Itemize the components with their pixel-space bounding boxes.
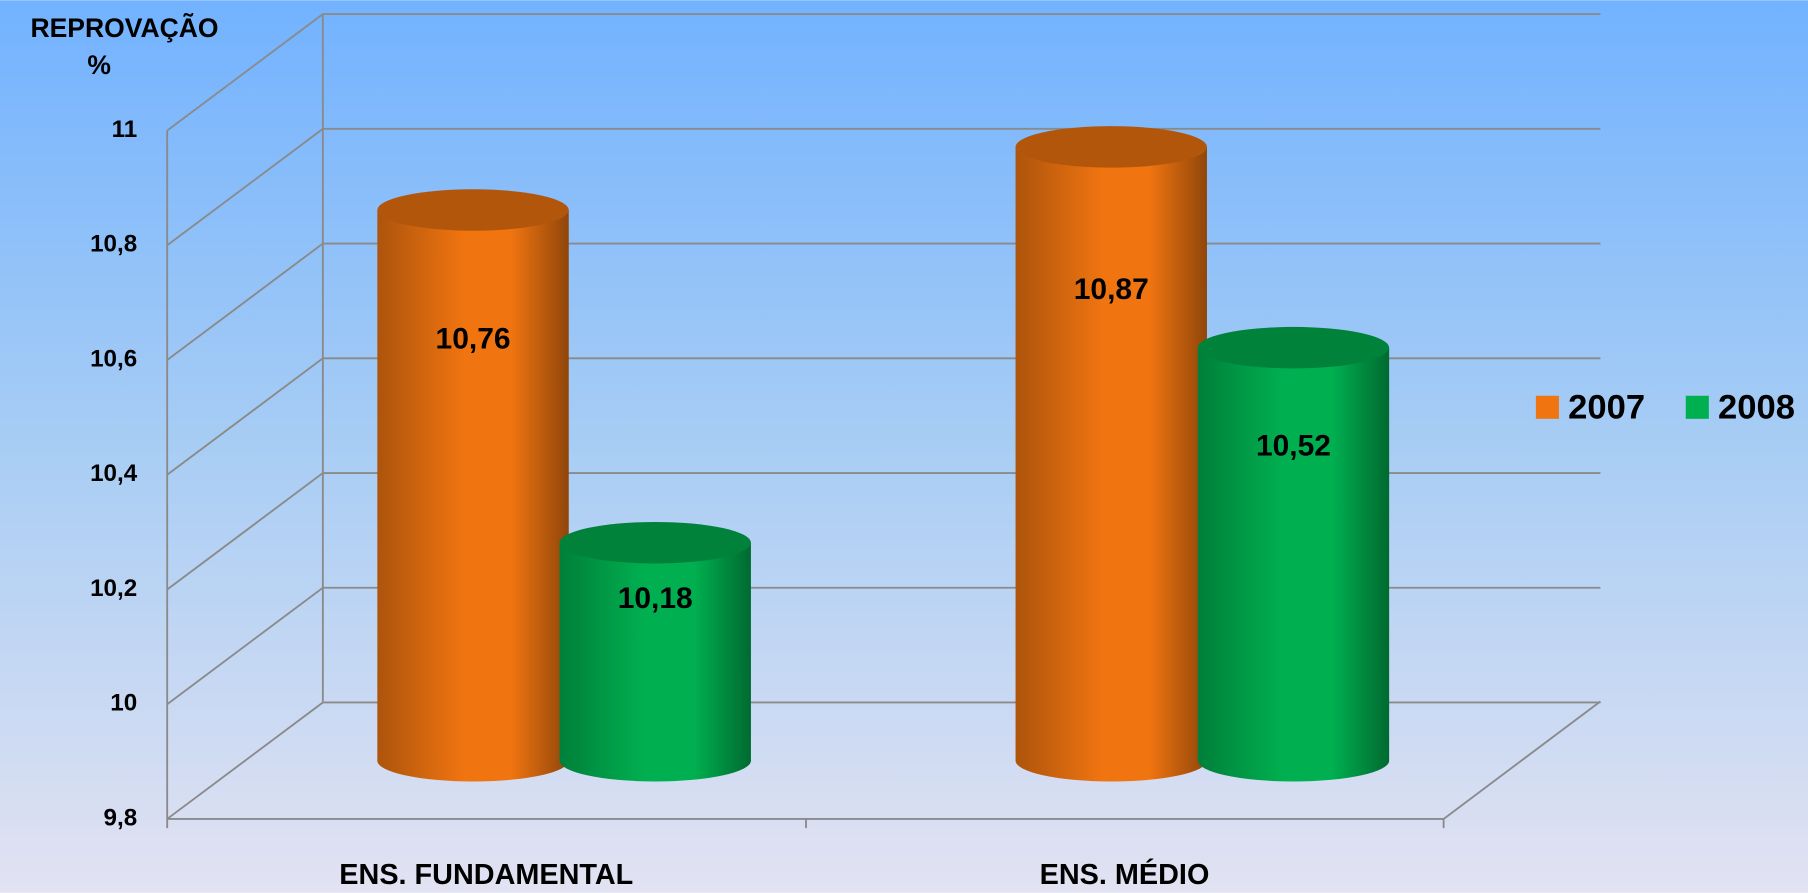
x-tick-label: ENS. FUNDAMENTAL: [339, 859, 633, 891]
y-tick-label: 10,2: [90, 575, 137, 602]
cylinder-top: [377, 189, 569, 231]
value-label: 10,18: [618, 582, 693, 615]
y-tick-label: 9,8: [104, 804, 138, 831]
y-tick-label: 10,8: [90, 231, 137, 258]
legend-label: 2008: [1718, 389, 1795, 427]
cylinder: [377, 210, 569, 782]
cylinder: [1197, 347, 1390, 782]
grid-line: [166, 127, 1601, 247]
legend-label: 2007: [1568, 389, 1645, 427]
value-label: 10,87: [1074, 273, 1149, 306]
x-tick-label: ENS. MÉDIO: [1040, 857, 1210, 891]
y-tick-label: 11: [112, 116, 138, 143]
y-tick-label: 10: [110, 690, 137, 717]
value-label: 10,52: [1256, 430, 1331, 463]
cylinder-top: [1015, 126, 1207, 168]
value-label: 10,76: [436, 322, 511, 355]
cylinder: [559, 542, 751, 782]
y-axis-title: REPROVAÇÃO: [30, 13, 218, 43]
y-axis-title: %: [87, 50, 111, 80]
cylinder: [1015, 146, 1207, 782]
y-tick-label: 10,4: [90, 460, 138, 487]
cylinder-top: [559, 521, 751, 564]
cylinder-top: [1197, 326, 1390, 369]
legend-swatch: [1685, 395, 1709, 419]
grid-line: [166, 13, 1601, 132]
y-tick-label: 10,6: [90, 345, 137, 372]
legend-swatch: [1535, 395, 1559, 419]
